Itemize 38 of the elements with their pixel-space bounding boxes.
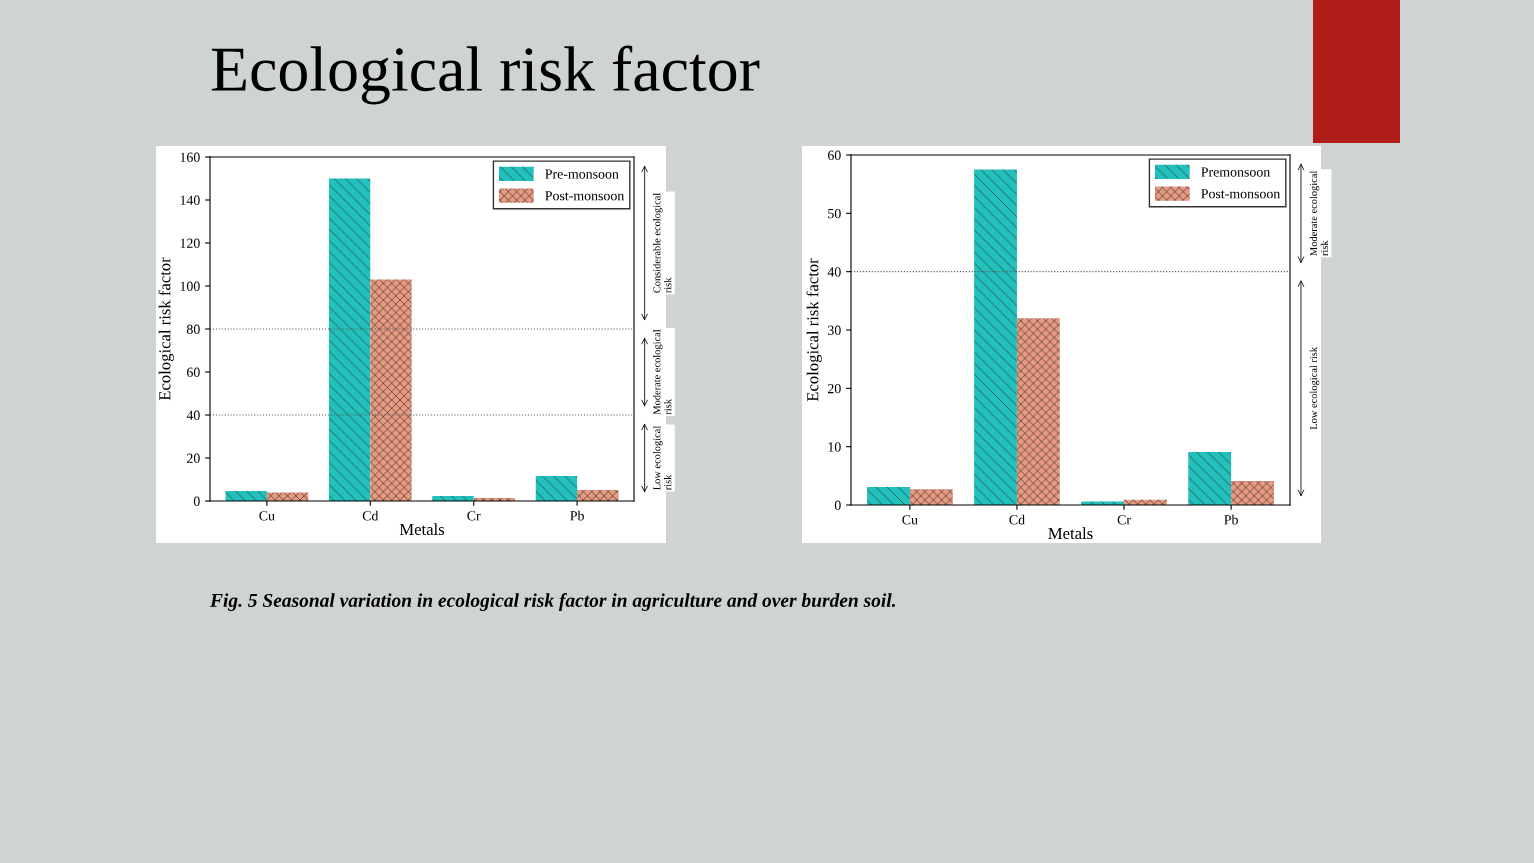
y-tick-label: 10 xyxy=(828,442,841,452)
y-tick-label: 80 xyxy=(186,324,200,334)
text: Considerable ecological risk xyxy=(653,193,672,293)
legend-label: Premonsoon xyxy=(1201,167,1271,177)
y-tick-label: 40 xyxy=(186,410,200,420)
text: Low ecological risk xyxy=(1309,346,1320,430)
x-tick-label: Cd xyxy=(1009,514,1025,525)
y-tick-label: 140 xyxy=(180,195,200,205)
legend-label: Pre-monsoon xyxy=(545,169,619,179)
chart-title: Ecological risk factor xyxy=(211,45,760,105)
y-tick-label: 0 xyxy=(193,496,200,506)
x-axis-title: Metals xyxy=(1048,527,1093,540)
legend-label: Post-monsoon xyxy=(545,191,625,201)
y-tick-label: 20 xyxy=(187,453,200,463)
y-tick-label: 20 xyxy=(828,383,841,394)
y-tick-label: 60 xyxy=(186,367,200,377)
y-tick-label: 120 xyxy=(180,238,200,248)
x-axis-title: Metals xyxy=(399,523,445,536)
legend-label: Post-monsoon xyxy=(1201,189,1281,199)
x-tick-label: Cu xyxy=(902,515,918,525)
y-tick-label: 0 xyxy=(834,500,841,510)
text: Low ecological risk xyxy=(653,425,672,491)
y-tick-label: 60 xyxy=(827,150,841,160)
text: Moderate ecological risk xyxy=(1309,170,1329,256)
y-tick-label: 30 xyxy=(828,325,841,335)
y-tick-label: 100 xyxy=(180,281,200,291)
x-tick-label: Cu xyxy=(259,511,275,521)
caption: Fig. 5 Seasonal variation in ecological risk factor in agriculture and over burden soil. xyxy=(209,593,895,611)
x-tick-label: Pb xyxy=(1224,514,1238,525)
y-tick-label: 160 xyxy=(180,152,200,162)
x-tick-label: Cr xyxy=(467,511,481,521)
y-tick-label: 40 xyxy=(827,267,841,277)
x-tick-label: Cr xyxy=(1117,515,1131,525)
y-tick-label: 50 xyxy=(828,208,841,219)
x-tick-label: Pb xyxy=(570,510,584,521)
x-tick-label: Cd xyxy=(362,510,379,521)
y-axis-title: Ecological risk factor xyxy=(158,257,174,401)
y-axis-title: Ecological risk factor xyxy=(806,258,822,402)
